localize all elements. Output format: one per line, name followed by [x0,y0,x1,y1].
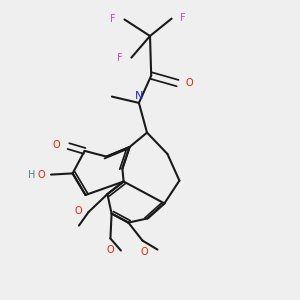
Text: O: O [52,140,60,150]
Text: O: O [140,247,148,257]
Text: F: F [110,14,116,24]
Text: F: F [180,13,186,23]
Text: O: O [38,169,46,180]
Text: O: O [75,206,82,217]
Text: H: H [28,169,35,180]
Text: O: O [186,78,194,88]
Text: F: F [117,52,123,63]
Text: O: O [106,245,114,255]
Text: N: N [135,91,143,101]
